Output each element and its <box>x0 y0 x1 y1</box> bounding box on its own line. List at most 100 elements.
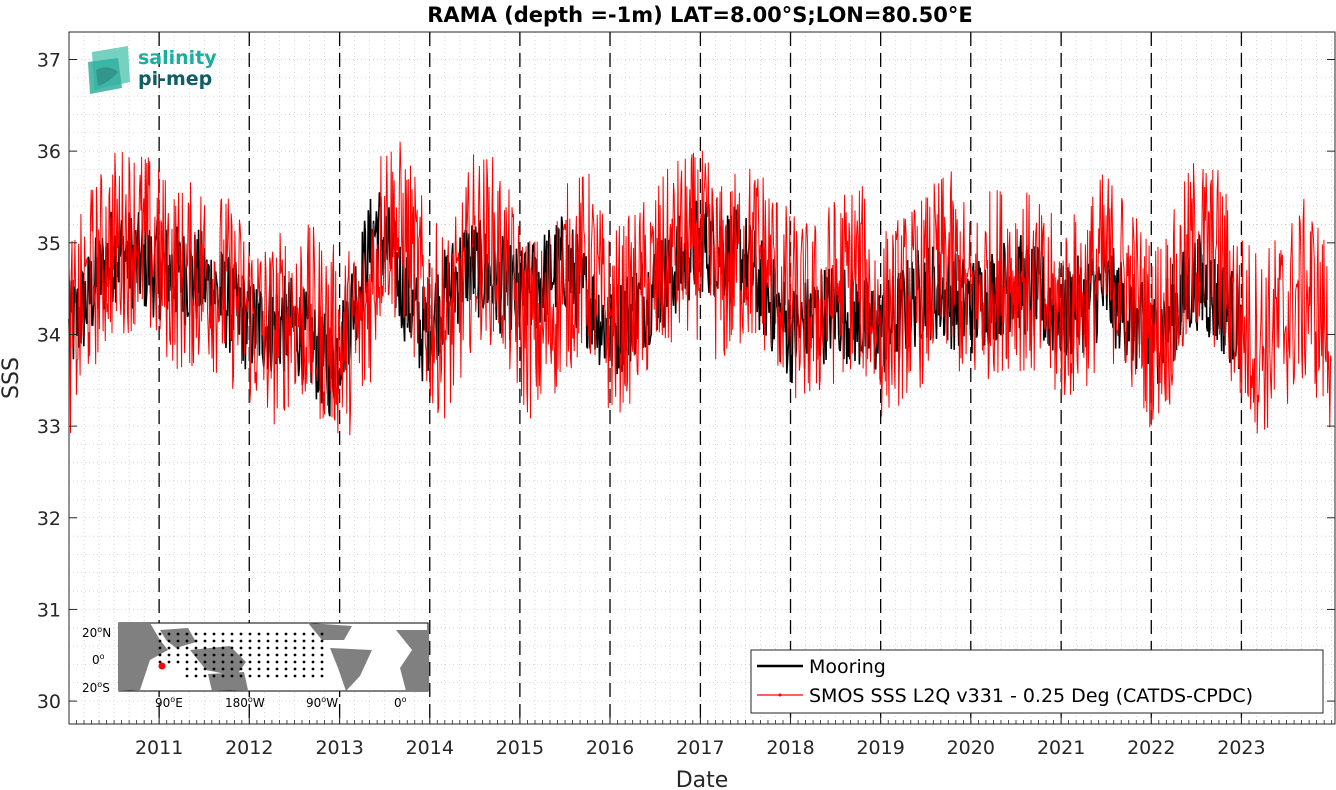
buoy-dot <box>257 674 261 678</box>
buoy-dot <box>158 646 162 650</box>
buoy-dot <box>284 674 288 678</box>
map-lat-label-2: 0o <box>92 652 105 667</box>
map-lat-label-1: 20oN <box>82 625 111 640</box>
buoy-dot <box>311 674 315 678</box>
buoy-dot <box>275 660 279 664</box>
buoy-dot <box>212 632 216 636</box>
buoy-dot <box>248 653 252 657</box>
buoy-dot <box>320 646 324 650</box>
x-tick-label: 2019 <box>856 737 904 759</box>
buoy-dot <box>293 653 297 657</box>
buoy-dot <box>212 653 216 657</box>
x-tick-label: 2014 <box>406 737 454 759</box>
buoy-dot <box>284 639 288 643</box>
buoy-dot <box>248 639 252 643</box>
x-tick-label: 2017 <box>676 737 724 759</box>
buoy-dot <box>167 646 171 650</box>
buoy-dot <box>185 632 189 636</box>
x-tick-label: 2015 <box>496 737 544 759</box>
y-tick-label: 37 <box>37 49 61 71</box>
y-tick-label: 32 <box>37 508 61 530</box>
buoy-dot <box>185 646 189 650</box>
legend-marker-smos <box>778 693 782 697</box>
buoy-dot <box>320 632 324 636</box>
x-axis-label: Date <box>676 768 729 790</box>
buoy-dot <box>230 646 234 650</box>
logo-line2: pi-mep <box>138 68 212 90</box>
y-axis-label: SSS <box>0 357 24 399</box>
buoy-dot <box>275 667 279 671</box>
buoy-dot <box>158 632 162 636</box>
buoy-dot <box>158 660 162 664</box>
buoy-dot <box>311 639 315 643</box>
buoy-dot <box>320 667 324 671</box>
buoy-dot <box>266 639 270 643</box>
buoy-dot <box>248 646 252 650</box>
buoy-dot <box>194 653 198 657</box>
buoy-dot <box>266 660 270 664</box>
buoy-dot <box>239 639 243 643</box>
buoy-dot <box>248 660 252 664</box>
buoy-dot <box>302 667 306 671</box>
buoy-dot <box>194 660 198 664</box>
legend-label-smos: SMOS SSS L2Q v331 - 0.25 Deg (CATDS-CPDC… <box>809 685 1253 707</box>
buoy-dot <box>167 653 171 657</box>
buoy-dot <box>257 632 261 636</box>
buoy-dot <box>257 667 261 671</box>
buoy-dot <box>212 667 216 671</box>
buoy-dot <box>275 674 279 678</box>
buoy-dot <box>203 653 207 657</box>
buoy-dot <box>203 667 207 671</box>
buoy-dot <box>266 632 270 636</box>
buoy-dot <box>257 639 261 643</box>
buoy-dot <box>158 653 162 657</box>
y-tick-label: 35 <box>37 233 61 255</box>
buoy-dot <box>239 632 243 636</box>
buoy-dot <box>194 639 198 643</box>
buoy-dot <box>212 674 216 678</box>
buoy-dot <box>293 639 297 643</box>
buoy-dot <box>293 632 297 636</box>
y-tick-label: 33 <box>37 416 61 438</box>
buoy-dot <box>266 674 270 678</box>
x-tick-label: 2018 <box>766 737 814 759</box>
buoy-dot <box>239 660 243 664</box>
buoy-dot <box>230 667 234 671</box>
y-tick-label: 36 <box>37 141 61 163</box>
buoy-dot <box>311 660 315 664</box>
buoy-dot <box>302 639 306 643</box>
map-lon-label-2: 180oW <box>225 695 265 710</box>
x-tick-label: 2023 <box>1217 737 1265 759</box>
x-tick-label: 2012 <box>225 737 273 759</box>
buoy-dot <box>230 674 234 678</box>
y-tick-label: 30 <box>37 691 61 713</box>
buoy-dot <box>248 674 252 678</box>
chart-title: RAMA (depth =-1m) LAT=8.00°S;LON=80.50°E <box>427 3 973 27</box>
buoy-dot <box>176 653 180 657</box>
buoy-dots <box>158 632 324 678</box>
buoy-dot <box>311 632 315 636</box>
buoy-dot <box>185 639 189 643</box>
legend-label-mooring: Mooring <box>809 656 886 678</box>
buoy-dot <box>293 667 297 671</box>
buoy-dot <box>302 632 306 636</box>
y-tick-label: 31 <box>37 599 61 621</box>
buoy-dot <box>302 646 306 650</box>
buoy-dot <box>185 667 189 671</box>
buoy-dot <box>185 674 189 678</box>
legend-box <box>750 649 1324 714</box>
map-lat-label-3: 20oS <box>82 680 110 695</box>
buoy-dot <box>221 653 225 657</box>
buoy-dot <box>212 660 216 664</box>
x-tick-label: 2011 <box>135 737 183 759</box>
buoy-dot <box>203 660 207 664</box>
buoy-dot <box>257 646 261 650</box>
buoy-dot <box>221 674 225 678</box>
buoy-dot <box>167 639 171 643</box>
buoy-dot <box>167 660 171 664</box>
buoy-dot <box>212 646 216 650</box>
buoy-dot <box>176 632 180 636</box>
buoy-dot <box>257 653 261 657</box>
buoy-dot <box>293 660 297 664</box>
inset-map: 20oN 0o 20oS 90oE 180oW 90oW 0o <box>82 622 429 710</box>
